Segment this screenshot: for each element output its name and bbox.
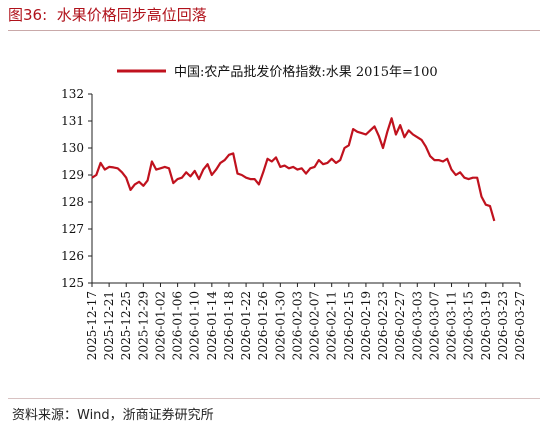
x-tick-label: 2026-01-30 xyxy=(273,291,287,360)
title-divider xyxy=(8,30,540,31)
x-tick-label: 2026-01-10 xyxy=(188,291,202,360)
x-tick-label: 2026-03-03 xyxy=(410,291,424,360)
x-tick-label: 2026-02-07 xyxy=(308,291,322,360)
x-tick-label: 2026-01-22 xyxy=(239,291,253,360)
x-tick-label: 2026-01-26 xyxy=(256,291,270,360)
x-tick-label: 2026-03-11 xyxy=(445,291,459,360)
y-tick-label: 130 xyxy=(61,141,84,155)
x-tick-label: 2026-02-15 xyxy=(342,291,356,360)
x-tick-label: 2026-01-06 xyxy=(171,291,185,360)
figure-title: 图36: 水果价格同步高位回落 xyxy=(8,4,207,25)
source-divider xyxy=(8,398,540,399)
x-tick-label: 2025-12-21 xyxy=(102,291,116,360)
y-tick-label: 132 xyxy=(61,87,84,101)
x-tick-label: 2026-03-27 xyxy=(513,291,527,360)
y-tick-label: 131 xyxy=(61,114,84,128)
x-tick-label: 2025-12-29 xyxy=(136,291,150,360)
legend: 中国:农产品批发价格指数:水果 2015年=100 xyxy=(117,64,438,80)
x-tick-label: 2026-01-18 xyxy=(222,291,236,360)
series-line xyxy=(91,117,496,222)
x-tick-label: 2026-03-23 xyxy=(496,291,510,360)
x-tick-label: 2026-02-11 xyxy=(325,291,339,360)
x-tick-label: 2026-03-15 xyxy=(462,291,476,360)
x-tick-label: 2026-02-23 xyxy=(376,291,390,360)
y-tick-label: 125 xyxy=(61,276,84,290)
x-tick-label: 2026-02-03 xyxy=(290,291,304,360)
x-tick-label: 2026-01-14 xyxy=(205,291,219,361)
y-axis: 125 126 127 128 129 130 131 132 xyxy=(61,87,93,290)
x-axis: 2025-12-17 2025-12-21 2025-12-25 2025-12-29… xyxy=(85,282,527,361)
x-tick-label: 2025-12-17 xyxy=(85,291,99,360)
y-tick-label: 129 xyxy=(61,168,84,182)
y-tick-label: 126 xyxy=(61,249,84,263)
y-tick-label: 127 xyxy=(61,222,84,236)
x-tick-label: 2025-12-25 xyxy=(119,291,133,360)
x-tick-label: 2026-02-19 xyxy=(359,291,373,360)
source-note: 资料来源：Wind，浙商证券研究所 xyxy=(12,408,214,423)
figure-label: 图36: xyxy=(8,6,48,24)
x-tick-label: 2026-03-19 xyxy=(479,291,493,360)
x-tick-label: 2026-03-07 xyxy=(427,291,441,360)
series-layer xyxy=(91,117,496,222)
x-tick-label: 2026-01-02 xyxy=(153,291,167,360)
x-tick-label: 2026-02-27 xyxy=(393,291,407,360)
y-tick-label: 128 xyxy=(61,195,84,209)
figure-title-text: 水果价格同步高位回落 xyxy=(56,6,207,24)
legend-label: 中国:农产品批发价格指数:水果 2015年=100 xyxy=(174,64,438,80)
